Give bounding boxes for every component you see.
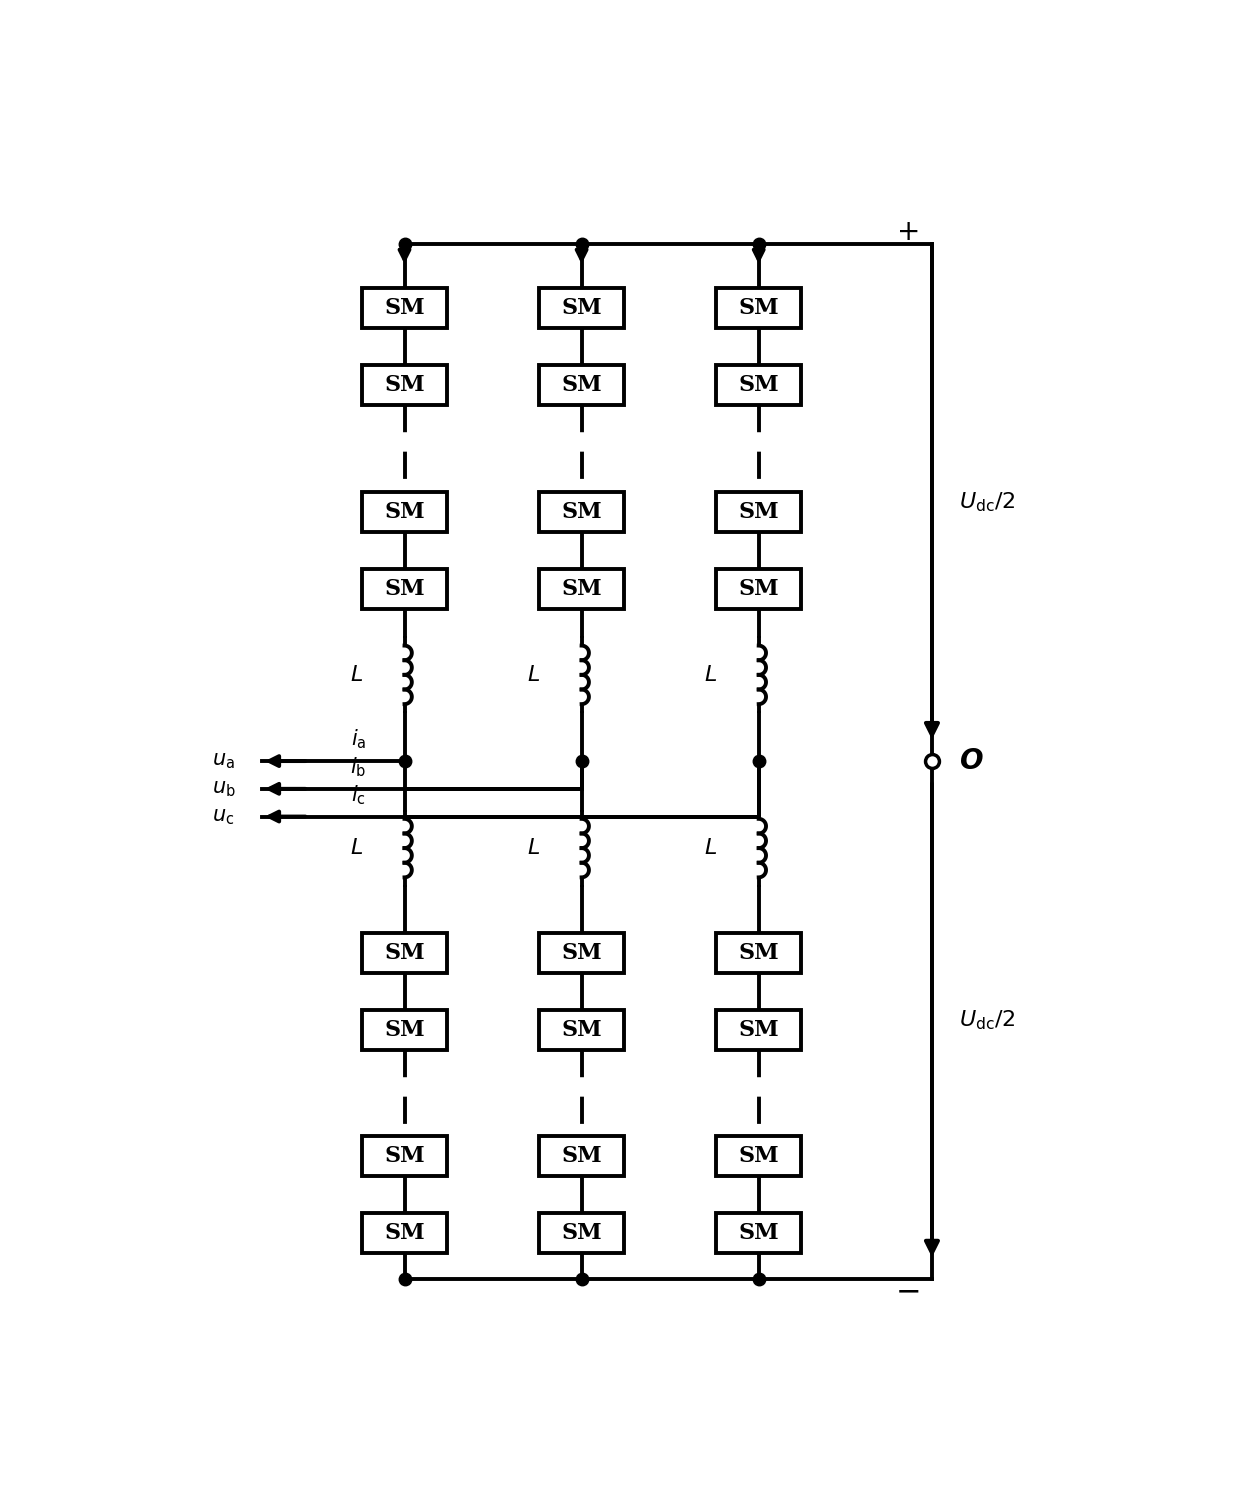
Text: SM: SM [738, 500, 779, 523]
Text: SM: SM [738, 1222, 779, 1244]
FancyBboxPatch shape [717, 365, 801, 405]
FancyBboxPatch shape [717, 933, 801, 973]
FancyBboxPatch shape [362, 288, 446, 328]
Text: $L$: $L$ [527, 838, 541, 860]
Text: $i_\mathrm{a}$: $i_\mathrm{a}$ [351, 728, 366, 751]
Text: SM: SM [384, 1019, 425, 1041]
Text: $L$: $L$ [350, 664, 363, 686]
Text: SM: SM [384, 374, 425, 396]
Text: $L$: $L$ [350, 838, 363, 860]
Text: SM: SM [562, 578, 601, 600]
FancyBboxPatch shape [539, 569, 624, 609]
FancyBboxPatch shape [362, 933, 446, 973]
FancyBboxPatch shape [539, 1213, 624, 1253]
Text: $u_\mathrm{a}$: $u_\mathrm{a}$ [212, 751, 234, 771]
Text: $U_{\rm dc}/2$: $U_{\rm dc}/2$ [959, 490, 1014, 514]
FancyBboxPatch shape [362, 365, 446, 405]
Text: SM: SM [562, 1145, 601, 1167]
Text: SM: SM [562, 941, 601, 964]
Text: SM: SM [738, 374, 779, 396]
Text: $L$: $L$ [527, 664, 541, 686]
FancyBboxPatch shape [717, 492, 801, 532]
FancyBboxPatch shape [539, 492, 624, 532]
FancyBboxPatch shape [362, 1136, 446, 1176]
Text: SM: SM [562, 374, 601, 396]
Text: $i_\mathrm{b}$: $i_\mathrm{b}$ [350, 756, 367, 778]
Text: SM: SM [738, 941, 779, 964]
Text: $L$: $L$ [704, 664, 718, 686]
FancyBboxPatch shape [539, 365, 624, 405]
Text: SM: SM [384, 578, 425, 600]
Text: SM: SM [738, 578, 779, 600]
Text: SM: SM [738, 297, 779, 319]
Text: SM: SM [562, 500, 601, 523]
Text: SM: SM [738, 1019, 779, 1041]
FancyBboxPatch shape [717, 288, 801, 328]
FancyBboxPatch shape [717, 1136, 801, 1176]
Text: SM: SM [562, 1019, 601, 1041]
FancyBboxPatch shape [539, 933, 624, 973]
Text: $i_\mathrm{c}$: $i_\mathrm{c}$ [351, 783, 366, 806]
Text: SM: SM [384, 941, 425, 964]
Text: SM: SM [384, 1145, 425, 1167]
FancyBboxPatch shape [362, 569, 446, 609]
Text: $\boldsymbol{O}$: $\boldsymbol{O}$ [959, 748, 983, 775]
FancyBboxPatch shape [717, 1010, 801, 1050]
Text: SM: SM [738, 1145, 779, 1167]
FancyBboxPatch shape [539, 1136, 624, 1176]
Text: $u_\mathrm{b}$: $u_\mathrm{b}$ [212, 778, 236, 799]
Text: $L$: $L$ [704, 838, 718, 860]
Text: SM: SM [384, 500, 425, 523]
Text: SM: SM [562, 297, 601, 319]
Text: SM: SM [562, 1222, 601, 1244]
Text: $-$: $-$ [895, 1276, 920, 1307]
FancyBboxPatch shape [717, 1213, 801, 1253]
FancyBboxPatch shape [539, 288, 624, 328]
Text: SM: SM [384, 297, 425, 319]
FancyBboxPatch shape [362, 492, 446, 532]
FancyBboxPatch shape [717, 569, 801, 609]
Text: SM: SM [384, 1222, 425, 1244]
Text: $U_{\rm dc}/2$: $U_{\rm dc}/2$ [959, 1008, 1014, 1032]
FancyBboxPatch shape [362, 1213, 446, 1253]
FancyBboxPatch shape [539, 1010, 624, 1050]
Text: $u_\mathrm{c}$: $u_\mathrm{c}$ [212, 806, 234, 827]
FancyBboxPatch shape [362, 1010, 446, 1050]
Text: $+$: $+$ [897, 218, 919, 245]
